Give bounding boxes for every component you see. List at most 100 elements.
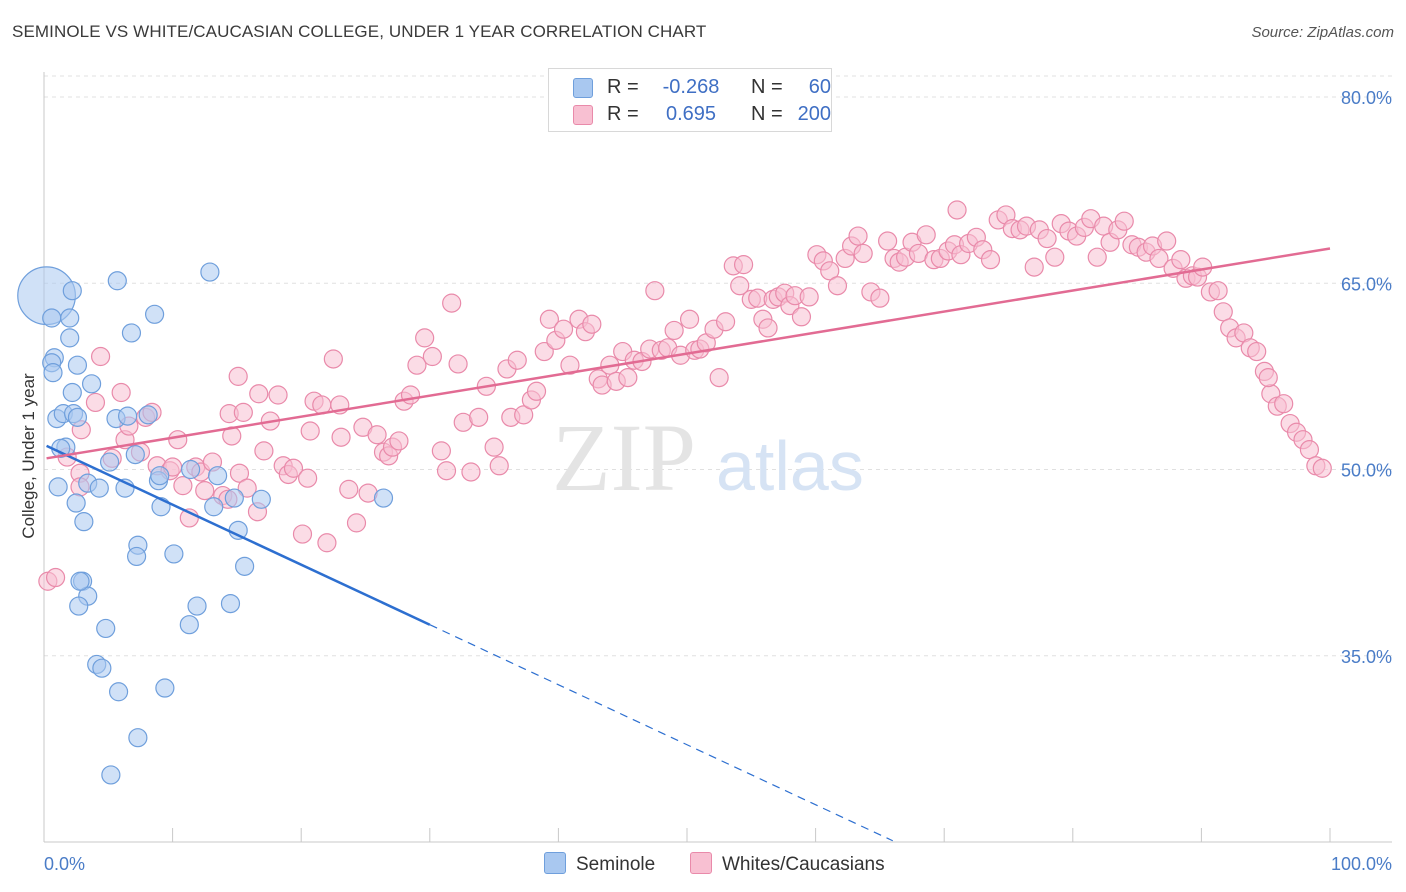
point-whites-caucasians: [1312, 458, 1332, 478]
point-whites-caucasians: [448, 354, 468, 374]
point-whites-caucasians: [980, 250, 1001, 270]
point-whites-caucasians: [947, 200, 967, 220]
legend-r-label: R =: [607, 103, 639, 125]
point-whites-caucasians: [442, 293, 462, 313]
point-seminole: [179, 615, 199, 635]
point-seminole: [164, 544, 184, 564]
point-whites-caucasians: [1299, 440, 1320, 460]
point-whites-caucasians: [1157, 231, 1177, 251]
point-whites-caucasians: [461, 462, 481, 482]
point-seminole: [43, 363, 63, 383]
point-seminole: [138, 405, 158, 425]
point-whites-caucasians: [233, 402, 253, 422]
point-whites-caucasians: [168, 430, 188, 450]
point-whites-caucasians: [415, 328, 435, 348]
point-whites-caucasians: [730, 276, 750, 296]
point-whites-caucasians: [1114, 211, 1134, 231]
point-seminole: [89, 478, 109, 498]
point-seminole: [204, 497, 224, 517]
y-tick-label: 35.0%: [1341, 647, 1392, 667]
legend-swatch-seminole: [544, 852, 566, 874]
legend-swatch-seminole: [573, 78, 593, 98]
point-seminole: [62, 281, 82, 301]
point-whites-caucasians: [1274, 394, 1294, 414]
y-tick-label: 50.0%: [1341, 461, 1392, 481]
point-whites-caucasians: [916, 225, 936, 245]
correlation-legend: R = -0.268 N = 60 R = 0.695 N = 200: [548, 68, 832, 132]
legend-swatch-whites: [573, 105, 593, 125]
point-seminole: [67, 407, 88, 427]
y-tick-labels: 35.0% 50.0% 65.0% 80.0%: [1341, 88, 1392, 667]
point-whites-caucasians: [389, 431, 409, 451]
legend-r-value: -0.268: [662, 76, 720, 98]
point-seminole: [62, 382, 82, 403]
point-whites-caucasians: [1045, 247, 1065, 267]
point-whites-caucasians: [1247, 341, 1267, 362]
watermark-atlas: atlas: [716, 427, 864, 505]
point-whites-caucasians: [339, 479, 359, 499]
point-whites-caucasians: [534, 341, 554, 362]
point-whites-caucasians: [173, 476, 193, 496]
point-whites-caucasians: [195, 481, 215, 501]
point-seminole: [108, 682, 129, 702]
point-seminole: [121, 323, 142, 343]
point-seminole: [74, 512, 94, 532]
trend-line-whites: [46, 247, 1331, 460]
point-whites-caucasians: [254, 441, 274, 461]
point-seminole: [235, 556, 255, 576]
point-whites-caucasians: [407, 355, 427, 375]
point-whites-caucasians: [1024, 257, 1044, 277]
point-seminole: [150, 466, 170, 486]
point-whites-caucasians: [827, 276, 848, 296]
point-whites-caucasians: [1213, 302, 1233, 322]
point-whites-caucasians: [1171, 250, 1191, 270]
point-whites-caucasians: [346, 513, 367, 533]
point-seminole: [67, 355, 88, 375]
point-seminole: [60, 328, 80, 348]
source-label: Source: ZipAtlas.com: [1251, 24, 1394, 41]
point-whites-caucasians: [560, 355, 580, 375]
legend-label-whites: Whites/Caucasians: [722, 854, 885, 875]
point-seminole: [92, 658, 112, 678]
watermark-zip: ZIP: [552, 404, 696, 511]
point-seminole: [181, 459, 201, 480]
point-seminole: [144, 304, 165, 324]
legend-item-whites: Whites/Caucasians: [690, 852, 885, 876]
point-seminole: [69, 596, 89, 616]
point-whites-caucasians: [582, 314, 602, 334]
point-whites-caucasians: [367, 425, 387, 445]
point-whites-caucasians: [1037, 228, 1057, 249]
point-whites-caucasians: [298, 468, 318, 488]
point-whites-caucasians: [292, 524, 313, 544]
y-axis-label: College, Under 1 year: [19, 373, 38, 539]
point-whites-caucasians: [870, 288, 890, 308]
point-seminole: [101, 765, 121, 785]
axes: [43, 72, 1392, 843]
point-seminole: [208, 466, 228, 486]
point-whites-caucasians: [283, 458, 304, 478]
point-whites-caucasians: [853, 243, 873, 264]
point-seminole: [224, 488, 244, 508]
point-seminole: [96, 618, 116, 639]
point-whites-caucasians: [1087, 247, 1107, 267]
point-whites-caucasians: [679, 309, 700, 329]
point-whites-caucasians: [228, 366, 248, 386]
point-whites-caucasians: [1208, 281, 1228, 301]
point-seminole: [70, 571, 90, 591]
point-whites-caucasians: [400, 385, 421, 405]
point-seminole: [117, 406, 138, 426]
y-tick-label: 80.0%: [1341, 88, 1392, 108]
trend-line-seminole-extension: [429, 624, 894, 842]
point-seminole: [200, 262, 220, 282]
point-whites-caucasians: [715, 312, 736, 332]
point-seminole: [220, 593, 241, 614]
point-whites-caucasians: [300, 421, 320, 441]
legend-item-seminole: Seminole: [544, 852, 655, 876]
point-whites-caucasians: [317, 533, 337, 553]
point-whites-caucasians: [331, 427, 351, 447]
series-whites-caucasians: [38, 200, 1332, 591]
point-whites-caucasians: [1258, 368, 1278, 388]
point-whites-caucasians: [507, 350, 527, 370]
legend-n-value: 200: [797, 103, 831, 125]
point-whites-caucasians: [90, 346, 111, 367]
